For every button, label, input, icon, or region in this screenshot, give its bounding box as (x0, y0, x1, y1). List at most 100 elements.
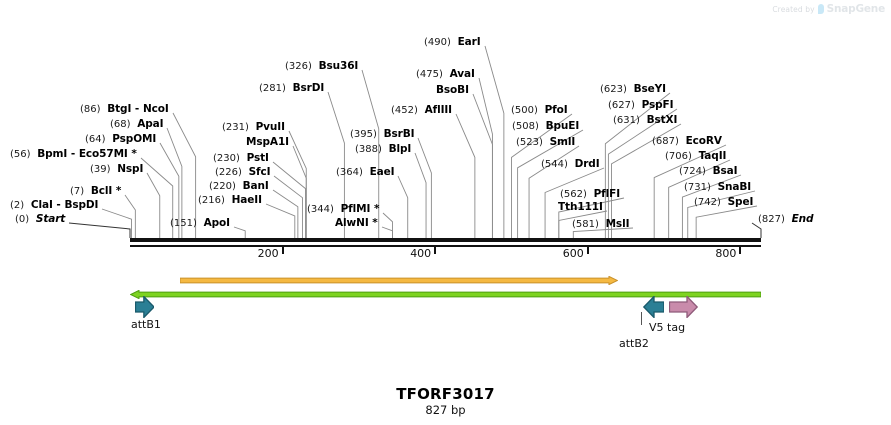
enzyme-label-avai[interactable]: (475) AvaI (416, 69, 475, 81)
enzyme-label-eari[interactable]: (490) EarI (424, 37, 481, 49)
enzyme-name: ApoI (203, 217, 230, 229)
enzyme-label-pflmi[interactable]: (344) PflMI * (307, 203, 379, 216)
enzyme-label-afliii[interactable]: (452) AflIII (391, 104, 453, 117)
enzyme-position: (388) (355, 144, 382, 155)
enzyme-name: EcoRV (685, 135, 722, 147)
enzyme-label-bpuei[interactable]: (508) BpuEI (512, 121, 579, 133)
enzyme-leader-line (511, 113, 573, 238)
enzyme-name: BanI (242, 180, 269, 192)
enzyme-star-marker: * (127, 148, 137, 160)
feature-orf-cds[interactable] (179, 270, 619, 289)
enzyme-position: (151) (170, 218, 197, 229)
feature-label-attb2[interactable]: attB2 (619, 337, 649, 350)
feature-gateway-insert[interactable] (129, 284, 762, 303)
enzyme-leader-line (273, 175, 303, 238)
enzyme-label-bcli[interactable]: (7) BclI * (70, 186, 121, 198)
enzyme-leader-line (292, 145, 307, 238)
enzyme-position: (86) (80, 104, 101, 115)
enzyme-label-pvuii[interactable]: (231) PvuII (222, 122, 285, 134)
enzyme-label-taqii[interactable]: (706) TaqII (665, 151, 726, 163)
enzyme-label-btgi-ncoi[interactable]: (86) BtgI - NcoI (80, 103, 169, 116)
feature-shape-block-arrow (642, 294, 665, 320)
feature-label-attb1[interactable]: attB1 (131, 318, 161, 331)
enzyme-label-haeii[interactable]: (216) HaeII (198, 194, 262, 207)
enzyme-label-ecorv[interactable]: (687) EcoRV (652, 135, 722, 148)
feature-v5-tag[interactable] (668, 294, 698, 322)
enzyme-label-pfoi[interactable]: (500) PfoI (511, 105, 568, 117)
enzyme-name: AflIII (424, 104, 453, 116)
enzyme-label-eaei[interactable]: (364) EaeI (336, 167, 395, 179)
enzyme-name: PflMI (340, 203, 371, 215)
ruler-tick-label: 400 (410, 247, 432, 260)
enzyme-label-end[interactable]: (827) End (758, 214, 814, 226)
enzyme-label-tth111i[interactable]: Tth111I (558, 202, 603, 213)
feature-path (179, 275, 619, 286)
enzyme-position: (344) (307, 204, 334, 215)
feature-shape-block-arrow (668, 294, 698, 320)
enzyme-leader-line (478, 77, 493, 238)
enzyme-label-clai-bspdi[interactable]: (2) ClaI - BspDI (10, 199, 98, 212)
feature-leader-line-attb2 (641, 312, 642, 325)
feature-label-v5-tag[interactable]: V5 tag (649, 321, 686, 334)
enzyme-position: (562) (560, 189, 587, 200)
enzyme-name: BlpI (388, 143, 412, 155)
enzyme-label-bani[interactable]: (220) BanI (209, 180, 269, 193)
enzyme-leader-line (233, 226, 246, 238)
enzyme-label-blpi[interactable]: (388) BlpI (355, 143, 412, 156)
enzyme-label-apai[interactable]: (68) ApaI (110, 118, 164, 131)
enzyme-label-sfci[interactable]: (226) SfcI (215, 167, 271, 179)
feature-path (129, 289, 762, 300)
enzyme-position: (56) (10, 149, 31, 160)
enzyme-label-snabi[interactable]: (731) SnaBI (684, 182, 751, 194)
enzyme-position: (39) (90, 164, 111, 175)
enzyme-name: ApaI (137, 118, 164, 130)
enzyme-position: (281) (259, 83, 286, 94)
snapgene-watermark: Created by SnapGene (772, 3, 885, 15)
enzyme-name: NspI (117, 163, 144, 175)
enzyme-name-separator: - (52, 199, 65, 211)
enzyme-label-smli[interactable]: (523) SmlI (516, 137, 575, 149)
enzyme-label-bsu36i[interactable]: (326) Bsu36I (285, 61, 358, 73)
enzyme-label-alwni[interactable]: AlwNI * (335, 218, 378, 229)
sequence-backbone[interactable] (130, 238, 761, 242)
feature-attb1[interactable] (134, 294, 155, 322)
enzyme-label-nspi[interactable]: (39) NspI (90, 163, 144, 176)
enzyme-label-bseyi[interactable]: (623) BseYI (600, 84, 666, 96)
enzyme-position: (731) (684, 182, 711, 193)
enzyme-label-msli[interactable]: (581) MslI (572, 219, 629, 231)
enzyme-label-start[interactable]: (0) Start (15, 214, 65, 226)
enzyme-position: (475) (416, 69, 443, 80)
enzyme-label-pspfi[interactable]: (627) PspFI (608, 100, 674, 112)
enzyme-position: (706) (665, 151, 692, 162)
feature-attb2[interactable] (642, 294, 665, 322)
enzyme-label-pspomi[interactable]: (64) PspOMI (85, 134, 156, 146)
enzyme-label-bstxi[interactable]: (631) BstXI (613, 115, 677, 127)
feature-path (642, 294, 665, 320)
enzyme-position: (7) (70, 186, 85, 197)
enzyme-label-bsrbi[interactable]: (395) BsrBI (350, 129, 415, 141)
enzyme-label-bsobi[interactable]: BsoBI (436, 85, 469, 96)
enzyme-leader-line (140, 157, 174, 238)
enzyme-position: (0) (15, 214, 30, 225)
ruler-tick-label: 600 (562, 247, 584, 260)
enzyme-label-drdi[interactable]: (544) DrdI (541, 159, 600, 171)
enzyme-name: BtgI (107, 103, 132, 115)
enzyme-name: HaeII (231, 194, 262, 206)
ruler-baseline (130, 245, 761, 247)
enzyme-position: (742) (694, 197, 721, 208)
enzyme-position: (64) (85, 134, 106, 145)
enzyme-label-bsrdi[interactable]: (281) BsrDI (259, 83, 324, 95)
enzyme-label-apoi[interactable]: (151) ApoI (170, 217, 230, 230)
enzyme-label-spei[interactable]: (742) SpeI (694, 197, 753, 209)
enzyme-leader-line (417, 137, 432, 238)
enzyme-leader-line (484, 45, 505, 238)
enzyme-label-bpmi-eco57mi[interactable]: (56) BpmI - Eco57MI * (10, 148, 137, 161)
enzyme-label-pflfi[interactable]: (562) PflFI (560, 189, 620, 201)
enzyme-leader-line (146, 172, 161, 238)
enzyme-label-psti[interactable]: (230) PstI (213, 153, 269, 165)
enzyme-label-bsai[interactable]: (724) BsaI (679, 166, 738, 178)
enzyme-label-mspa1i[interactable]: MspA1I (246, 137, 289, 148)
enzyme-name: NcoI (142, 103, 169, 115)
enzyme-name: AlwNI (335, 217, 369, 229)
